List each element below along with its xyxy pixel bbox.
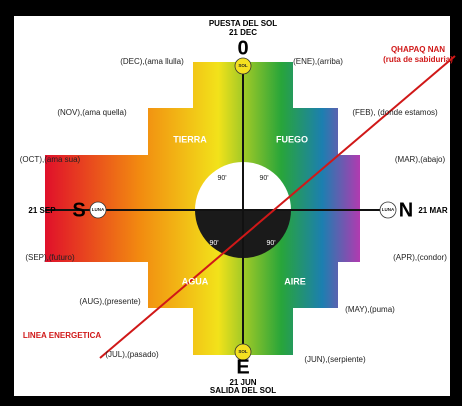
top-subtitle: PUESTA DEL SOL bbox=[209, 19, 277, 28]
quadrant: TIERRA bbox=[173, 134, 207, 144]
sun-label: SOL bbox=[238, 63, 248, 68]
angle: 90' bbox=[259, 175, 268, 182]
left-date: 21 SEP bbox=[28, 206, 56, 215]
line-label: LINEA ENERGETICA bbox=[23, 331, 102, 340]
left-letter: S bbox=[72, 199, 85, 221]
angle: 90' bbox=[266, 240, 275, 247]
top-letter: 0 bbox=[237, 37, 248, 59]
month: (SEP),(futuro) bbox=[25, 253, 75, 262]
month: (MAY),(puma) bbox=[345, 305, 395, 314]
sun-label: SOL bbox=[238, 349, 248, 354]
angle: 90' bbox=[217, 175, 226, 182]
month: (NOV),(ama quella) bbox=[57, 108, 127, 117]
month: (OCT),(ama sua) bbox=[20, 155, 81, 164]
quadrant: AGUA bbox=[182, 276, 209, 286]
moon-label: LUNA bbox=[382, 207, 395, 212]
path-title: QHAPAQ NAN bbox=[391, 45, 445, 54]
month: (ENE),(arriba) bbox=[293, 57, 343, 66]
diagram: SOL SOL LUNA LUNA PUESTA DEL SOL 21 DEC … bbox=[0, 0, 462, 406]
angle: 90' bbox=[209, 240, 218, 247]
month: (JUL),(pasado) bbox=[105, 350, 159, 359]
month: (APR),(condor) bbox=[393, 253, 447, 262]
quadrant: AIRE bbox=[284, 276, 306, 286]
month: (AUG),(presente) bbox=[79, 297, 141, 306]
bottom-letter: E bbox=[236, 356, 249, 378]
right-letter: N bbox=[399, 199, 413, 221]
month: (MAR),(abajo) bbox=[395, 155, 446, 164]
month: (FEB), (donde estamos) bbox=[352, 108, 438, 117]
right-date: 21 MAR bbox=[418, 206, 448, 215]
quadrant: FUEGO bbox=[276, 134, 308, 144]
month: (JUN),(serpiente) bbox=[304, 355, 366, 364]
month: (DEC),(ama llulla) bbox=[120, 57, 184, 66]
top-date: 21 DEC bbox=[229, 28, 257, 37]
moon-label: LUNA bbox=[92, 207, 105, 212]
path-subtitle: (ruta de sabiduria) bbox=[383, 55, 453, 64]
bottom-subtitle: SALIDA DEL SOL bbox=[210, 386, 276, 395]
